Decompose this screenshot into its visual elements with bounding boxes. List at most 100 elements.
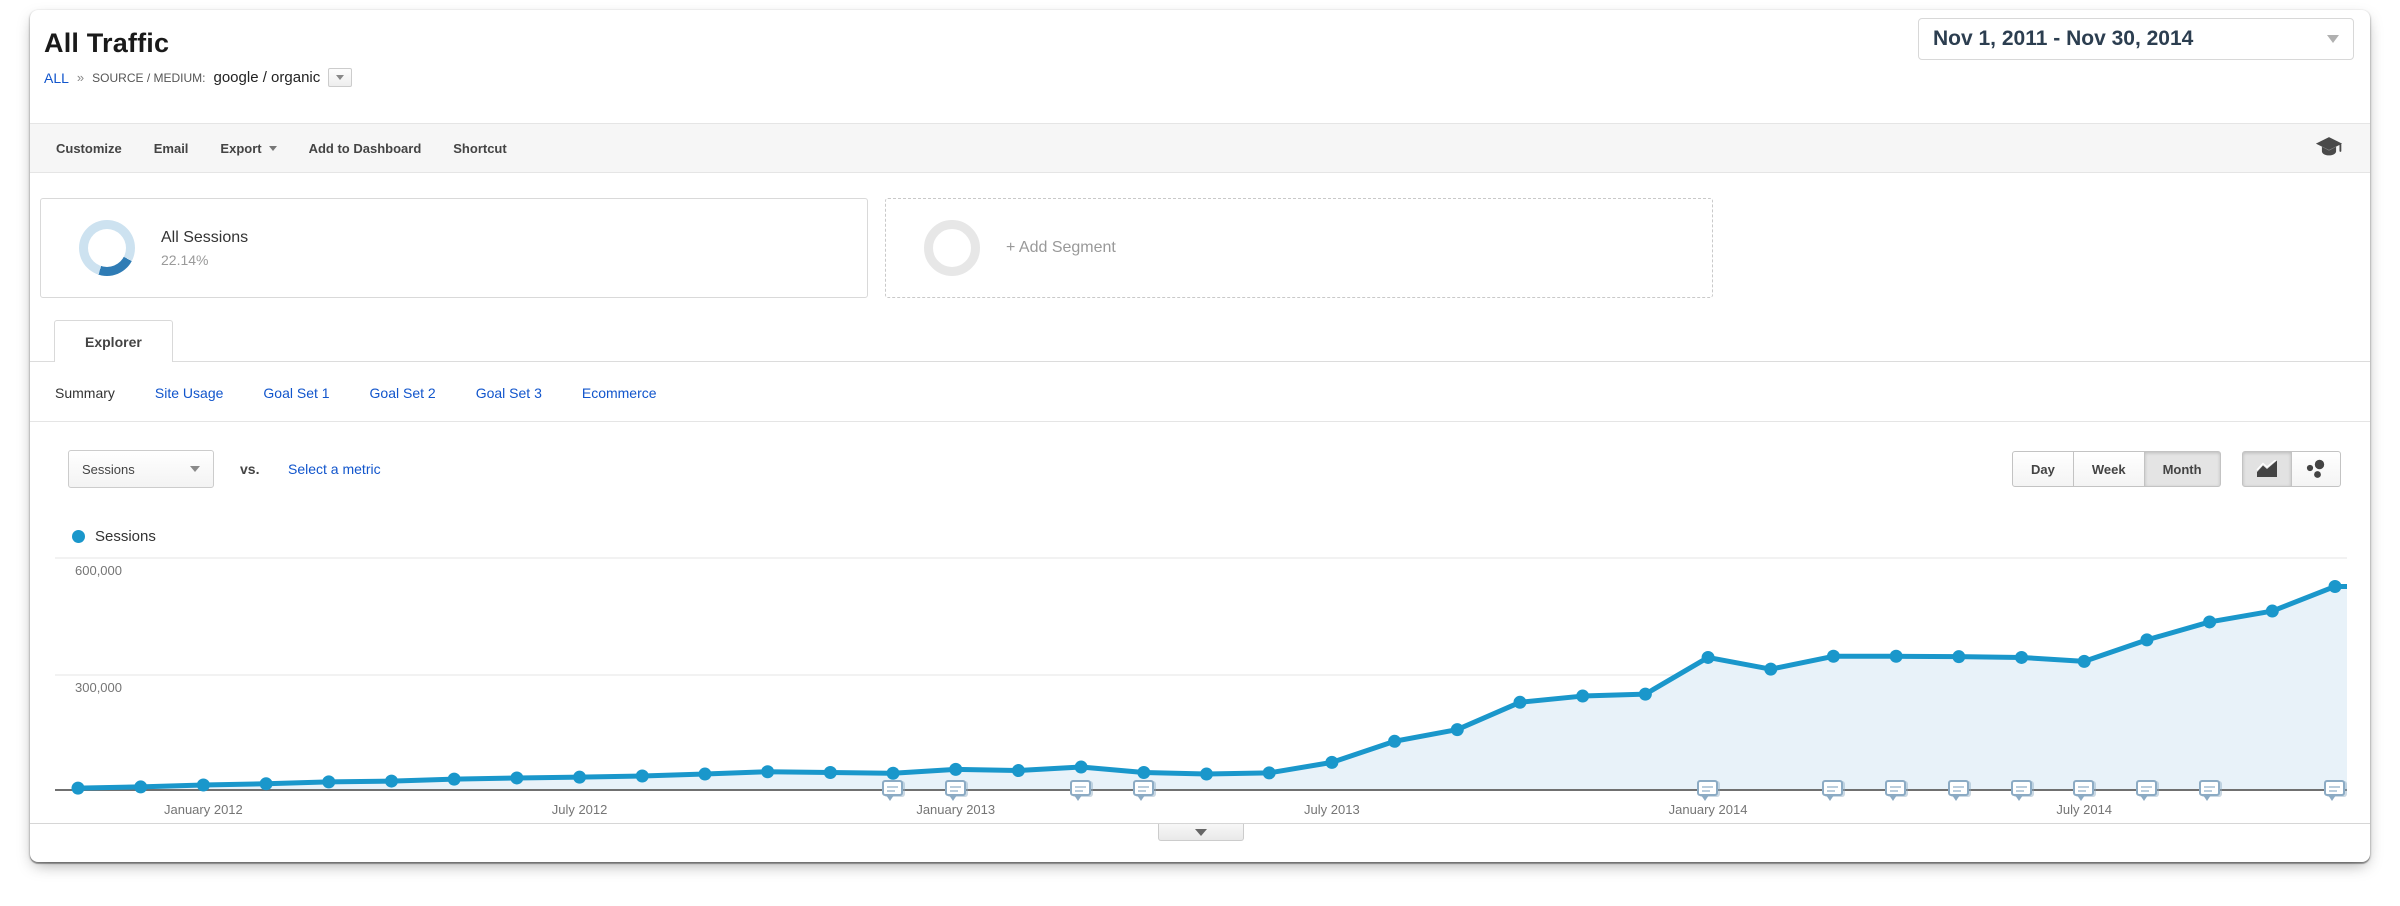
subnav-goal-set-3[interactable]: Goal Set 3 <box>475 384 542 401</box>
annotation-flag-jul-2014[interactable] <box>2073 780 2095 801</box>
data-point-jul-2012[interactable] <box>573 770 587 784</box>
shortcut-button[interactable]: Shortcut <box>453 140 507 156</box>
data-point-jun-2012[interactable] <box>510 771 524 785</box>
data-point-feb-2012[interactable] <box>259 777 273 791</box>
data-point-nov-2013[interactable] <box>1576 689 1590 703</box>
chevron-down-icon <box>1195 828 1207 836</box>
segment-all-sessions[interactable]: All Sessions 22.14% <box>40 198 868 298</box>
breadcrumb-dropdown-button[interactable] <box>328 68 353 87</box>
chart-type-button-group <box>2242 451 2341 487</box>
line-chart-button[interactable] <box>2242 451 2292 487</box>
x-axis-label: July 2014 <box>2056 802 2113 817</box>
breadcrumb-all-link[interactable]: ALL <box>44 69 69 86</box>
data-point-may-2013[interactable] <box>1200 767 1213 781</box>
data-point-may-2012[interactable] <box>447 772 461 786</box>
data-point-sep-2014[interactable] <box>2203 615 2217 629</box>
annotation-flag-sep-2014[interactable] <box>2198 780 2220 801</box>
sessions-line-chart-svg <box>55 557 2347 795</box>
data-point-mar-2014[interactable] <box>1826 649 1840 663</box>
chevron-down-icon <box>2327 35 2339 43</box>
data-point-may-2014[interactable] <box>1952 650 1966 664</box>
subnav-ecommerce[interactable]: Ecommerce <box>581 384 657 401</box>
customize-button[interactable]: Customize <box>56 140 122 156</box>
subnav-goal-set-2[interactable]: Goal Set 2 <box>369 384 436 401</box>
data-point-apr-2013[interactable] <box>1137 766 1151 779</box>
data-point-mar-2013[interactable] <box>1074 760 1088 774</box>
data-point-oct-2014[interactable] <box>2265 604 2279 618</box>
tab-explorer[interactable]: Explorer <box>54 320 173 362</box>
data-point-jul-2014[interactable] <box>2077 654 2091 668</box>
data-point-jul-2013[interactable] <box>1325 755 1339 769</box>
data-point-dec-2012[interactable] <box>886 766 900 780</box>
graduation-cap-icon[interactable] <box>2314 136 2344 160</box>
annotation-flag-mar-2013[interactable] <box>1070 780 1092 801</box>
annotation-flag-jan-2013[interactable] <box>944 780 966 801</box>
line-chart-icon <box>2256 460 2277 477</box>
subnav-goal-set-1[interactable]: Goal Set 1 <box>263 384 330 401</box>
data-point-sep-2012[interactable] <box>698 767 712 781</box>
annotation-flag-jun-2014[interactable] <box>2010 780 2032 801</box>
subnav-site-usage[interactable]: Site Usage <box>154 384 224 401</box>
annotation-flag-jan-2014[interactable] <box>1697 780 1719 801</box>
add-to-dashboard-button[interactable]: Add to Dashboard <box>308 140 422 156</box>
segment-percent: 22.14% <box>161 251 209 268</box>
annotation-flag-may-2014[interactable] <box>1947 780 1969 801</box>
chart-legend: Sessions <box>72 528 156 545</box>
annotations-expander[interactable] <box>1158 824 1244 841</box>
annotation-flag-mar-2014[interactable] <box>1822 780 1844 801</box>
annotation-flag-dec-2012[interactable] <box>882 780 904 801</box>
annotation-flag-nov-2014[interactable] <box>2324 780 2345 801</box>
page-title: All Traffic <box>44 28 170 58</box>
chevron-down-icon <box>336 75 345 80</box>
annotation-flag-aug-2014[interactable] <box>2135 780 2157 801</box>
x-axis-label: July 2012 <box>551 802 608 817</box>
add-segment-button[interactable]: + Add Segment <box>885 198 1713 298</box>
data-point-nov-2011[interactable] <box>71 781 85 795</box>
date-range-label: Nov 1, 2011 - Nov 30, 2014 <box>1933 27 2194 50</box>
data-point-sep-2013[interactable] <box>1450 723 1464 737</box>
breadcrumb: ALL » SOURCE / MEDIUM: google / organic <box>44 68 353 87</box>
date-range-selector[interactable]: Nov 1, 2011 - Nov 30, 2014 <box>1918 18 2354 60</box>
data-point-feb-2013[interactable] <box>1011 764 1025 778</box>
data-point-apr-2014[interactable] <box>1889 649 1903 663</box>
data-point-aug-2012[interactable] <box>635 769 649 783</box>
metric-dropdown-label: Sessions <box>82 461 135 477</box>
data-point-jan-2013[interactable] <box>949 762 963 776</box>
segment-donut-icon <box>79 220 135 276</box>
annotation-flag-apr-2014[interactable] <box>1885 780 1907 801</box>
metric-dropdown[interactable]: Sessions <box>68 450 214 488</box>
data-point-mar-2012[interactable] <box>322 775 336 789</box>
select-a-metric-link[interactable]: Select a metric <box>288 461 381 477</box>
data-point-jan-2014[interactable] <box>1701 650 1715 664</box>
motion-chart-button[interactable] <box>2291 451 2341 487</box>
data-point-apr-2012[interactable] <box>384 774 398 788</box>
data-point-oct-2012[interactable] <box>761 765 775 779</box>
chart-bottom-divider <box>30 823 2370 824</box>
data-point-oct-2013[interactable] <box>1513 695 1527 709</box>
granularity-month-button[interactable]: Month <box>2143 451 2221 487</box>
data-point-jan-2012[interactable] <box>196 778 210 792</box>
chevron-down-icon <box>268 145 277 151</box>
data-point-jun-2013[interactable] <box>1262 766 1276 780</box>
data-point-nov-2014[interactable] <box>2328 579 2342 593</box>
data-point-dec-2011[interactable] <box>134 780 148 794</box>
vs-label: vs. <box>240 461 260 477</box>
data-point-nov-2012[interactable] <box>823 766 837 779</box>
granularity-week-button[interactable]: Week <box>2072 451 2145 487</box>
granularity-day-button[interactable]: Day <box>2012 451 2074 487</box>
email-button[interactable]: Email <box>153 140 189 156</box>
y-axis-tick-label: 300,000 <box>75 680 122 695</box>
breadcrumb-separator: » <box>76 70 85 85</box>
data-point-dec-2013[interactable] <box>1638 687 1652 701</box>
annotation-flag-apr-2013[interactable] <box>1132 780 1154 801</box>
y-axis-tick-label: 600,000 <box>75 563 122 578</box>
segment-title: All Sessions <box>161 228 249 246</box>
x-axis-label: January 2012 <box>163 802 243 817</box>
data-point-jun-2014[interactable] <box>2015 650 2029 664</box>
data-point-aug-2014[interactable] <box>2140 633 2154 647</box>
data-point-feb-2014[interactable] <box>1764 662 1778 676</box>
empty-donut-icon <box>924 220 980 276</box>
data-point-aug-2013[interactable] <box>1388 734 1402 748</box>
subnav-summary[interactable]: Summary <box>55 384 115 401</box>
export-button[interactable]: Export <box>220 141 277 156</box>
